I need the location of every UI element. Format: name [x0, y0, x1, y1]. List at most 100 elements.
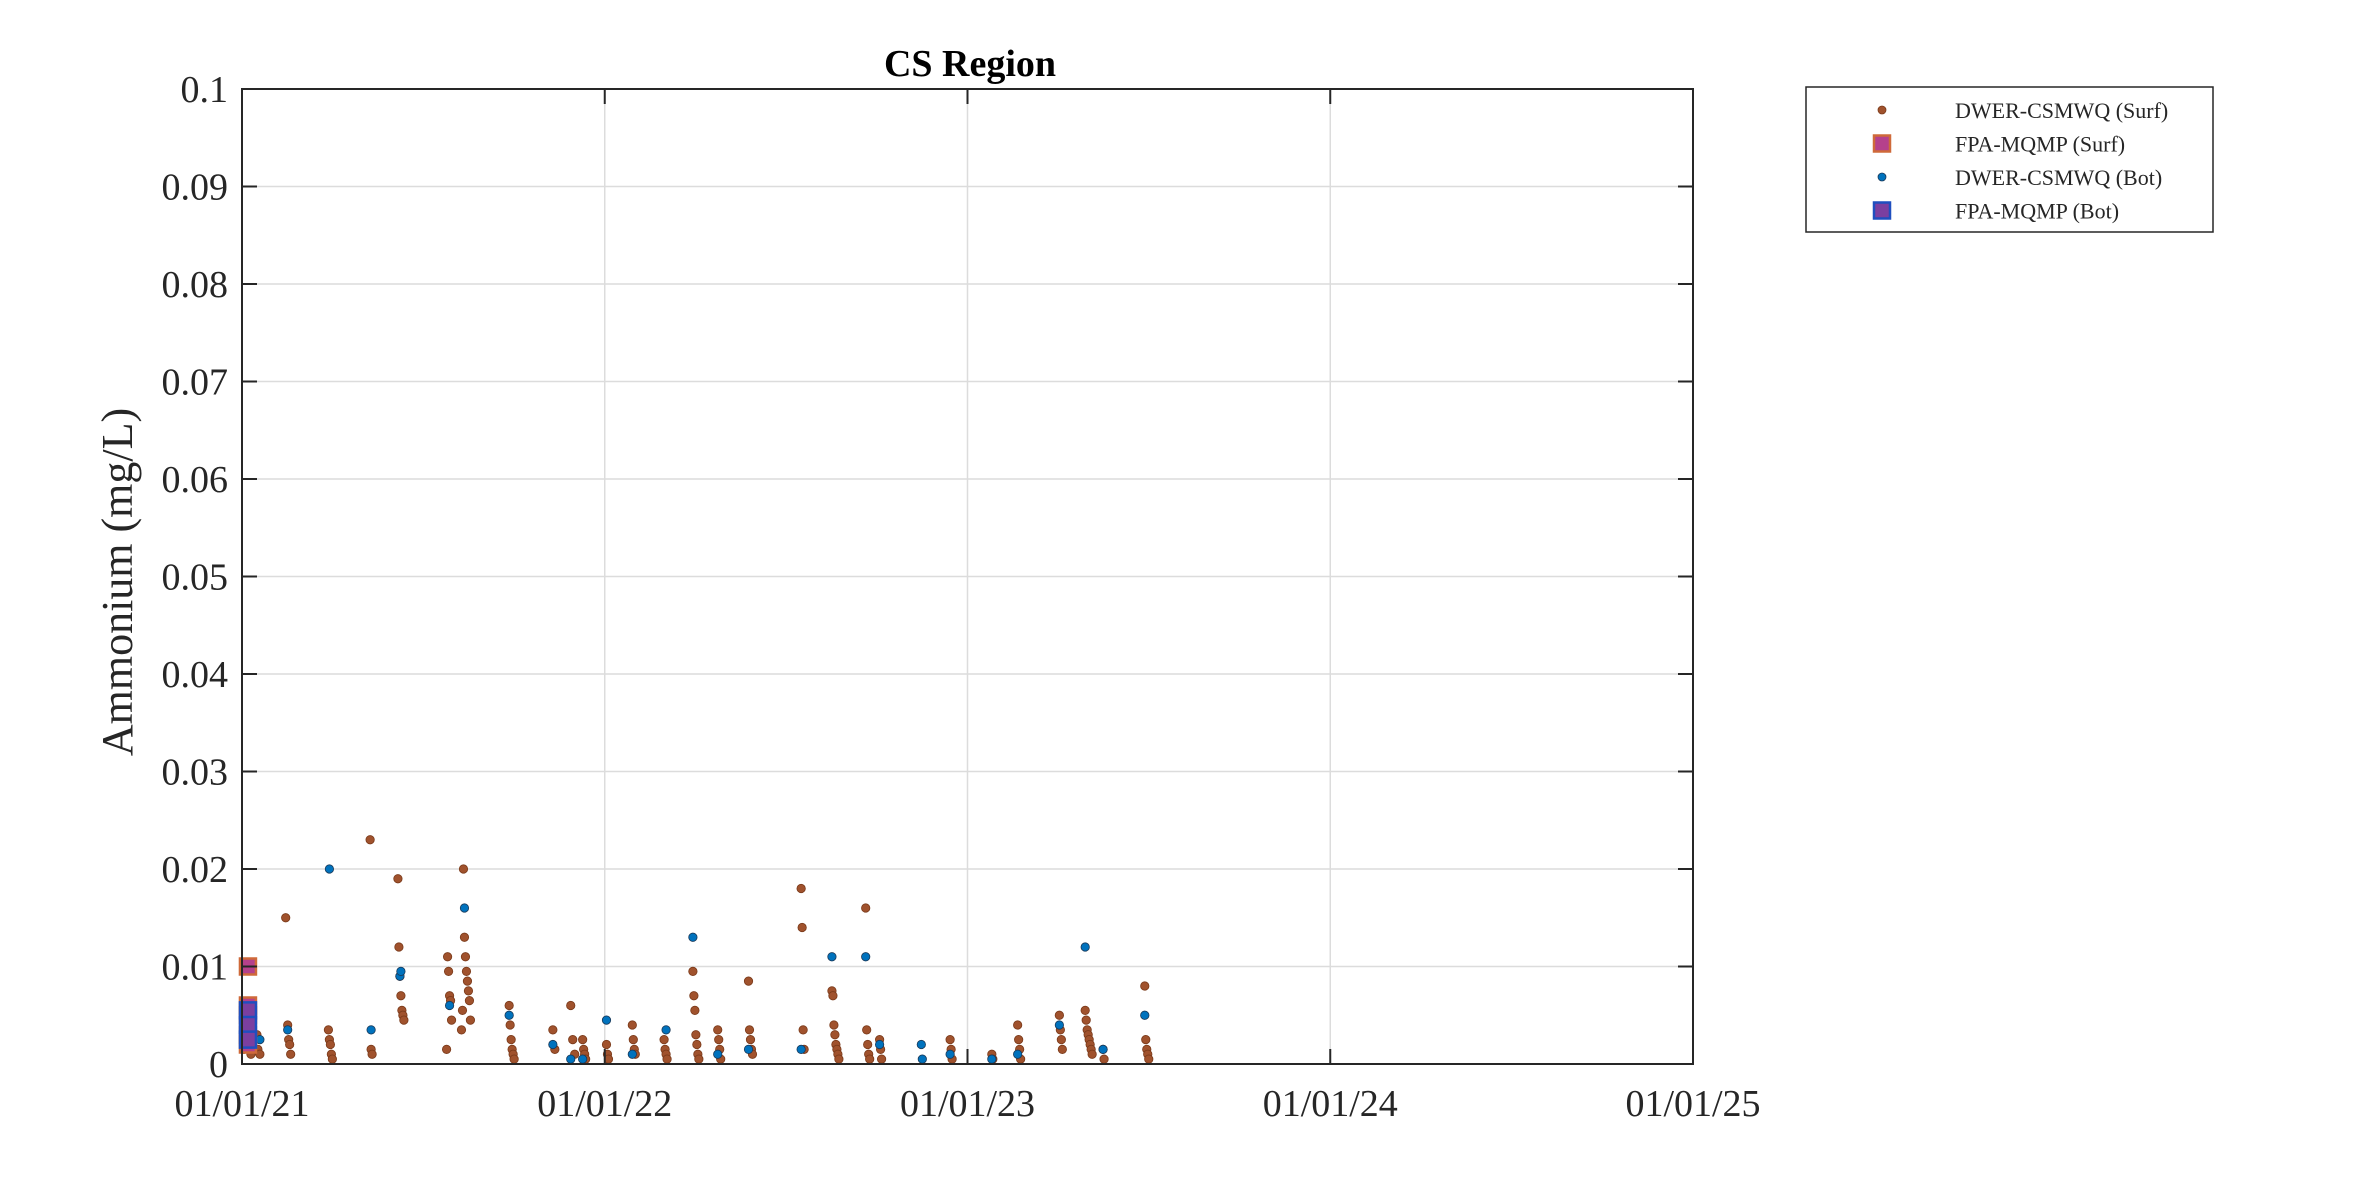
data-point: [744, 1025, 755, 1035]
data-point: [691, 1030, 701, 1040]
data-point: [446, 1015, 457, 1025]
legend-marker: [1872, 134, 1892, 153]
series-0: [239, 835, 1154, 1064]
data-point: [460, 952, 471, 962]
data-point: [1081, 1015, 1091, 1025]
data-point: [659, 1035, 669, 1045]
x-tick-labels: 01/01/21 01/01/22 01/01/23 01/01/24 01/01/25: [174, 1083, 1760, 1125]
legend: DWER-CSMWQ (Surf) FPA-MQMP (Surf) DWER-CSM…: [1805, 86, 2214, 233]
data-point: [504, 1000, 514, 1011]
data-point: [367, 1049, 377, 1059]
data-point: [689, 991, 699, 1001]
data-point: [662, 1054, 672, 1064]
data-point: [324, 864, 334, 874]
data-point: [461, 966, 472, 976]
data-point: [394, 942, 404, 952]
data-point: [443, 966, 454, 976]
data-point: [945, 1035, 955, 1045]
y-tick-labels: 0 0.01 0.02 0.03 0.04 0.05 0.06 0.07 0.08 0.09 0.1: [162, 69, 229, 1086]
data-point: [444, 1000, 455, 1011]
data-point: [568, 1035, 578, 1045]
data-point: [327, 1054, 337, 1064]
data-point: [463, 986, 474, 996]
legend-marker: [1877, 172, 1887, 182]
data-point: [286, 1049, 296, 1059]
data-point: [875, 1039, 885, 1050]
data-point: [834, 1054, 844, 1064]
data-point: [827, 952, 837, 962]
data-point: [504, 1010, 514, 1020]
data-point: [465, 1015, 476, 1025]
data-point: [578, 1035, 588, 1045]
data-point: [458, 864, 469, 874]
data-point: [713, 1049, 723, 1059]
data-point: [578, 1054, 588, 1064]
data-point: [1098, 1044, 1108, 1054]
data-point: [628, 1035, 638, 1045]
data-point: [1014, 1035, 1024, 1045]
data-point: [601, 1039, 612, 1050]
data-point: [713, 1025, 723, 1035]
y-tick-label: 0: [209, 1044, 228, 1086]
data-point: [917, 1054, 927, 1064]
data-point: [797, 922, 807, 933]
grid-lines: [242, 89, 1693, 1064]
data-point: [566, 1054, 576, 1064]
y-tick-label: 0.08: [162, 264, 229, 306]
data-point: [1099, 1054, 1109, 1064]
data-point: [459, 932, 470, 942]
data-point: [566, 1000, 576, 1011]
data-point: [987, 1054, 997, 1064]
data-point: [1087, 1049, 1097, 1059]
data-point: [1140, 981, 1150, 991]
data-point: [506, 1035, 516, 1045]
y-tick-label: 0.03: [162, 752, 229, 794]
data-point: [1056, 1035, 1066, 1045]
data-point: [323, 1025, 334, 1035]
data-point: [1080, 942, 1090, 952]
legend-entry: DWER-CSMWQ (Surf): [1955, 98, 2168, 123]
data-point: [876, 1054, 887, 1064]
square-marker: [238, 1030, 258, 1049]
data-point: [828, 991, 838, 1001]
data-point: [393, 874, 403, 884]
data-point: [456, 1025, 467, 1035]
data-point: [1140, 1010, 1150, 1020]
chart-title: CS Region: [884, 43, 1056, 85]
y-tick-label: 0.07: [162, 362, 229, 404]
data-point: [441, 1044, 452, 1054]
legend-marker: [1872, 201, 1892, 220]
data-point: [509, 1054, 519, 1064]
data-point: [745, 1035, 756, 1045]
data-point: [714, 1035, 724, 1045]
y-axis-label: Ammonium (mg/L): [93, 408, 142, 756]
data-point: [1141, 1035, 1151, 1045]
data-point: [601, 1015, 612, 1025]
data-point: [281, 913, 291, 923]
data-point: [861, 952, 871, 962]
x-tick-label: 01/01/22: [537, 1083, 672, 1125]
data-point: [694, 1054, 704, 1064]
data-point: [829, 1020, 839, 1030]
data-point: [690, 1005, 700, 1015]
data-point: [505, 1020, 515, 1030]
y-tick-label: 0.1: [181, 69, 229, 111]
data-point: [283, 1025, 293, 1035]
y-tick-label: 0.05: [162, 557, 229, 599]
data-point: [442, 952, 453, 962]
y-tick-label: 0.04: [162, 654, 229, 696]
legend-entry: FPA-MQMP (Bot): [1955, 199, 2119, 224]
data-point: [798, 1025, 808, 1035]
y-tick-label: 0.02: [162, 849, 229, 891]
data-point: [366, 1025, 376, 1035]
series-3: [238, 1001, 258, 1049]
data-point: [688, 932, 698, 942]
data-point: [1013, 1020, 1023, 1030]
data-point: [661, 1025, 671, 1035]
data-point: [743, 1044, 754, 1054]
data-point: [325, 1039, 335, 1050]
data-point: [548, 1039, 558, 1050]
data-point: [830, 1030, 840, 1040]
data-point: [1057, 1044, 1067, 1054]
data-points: [238, 835, 1154, 1064]
